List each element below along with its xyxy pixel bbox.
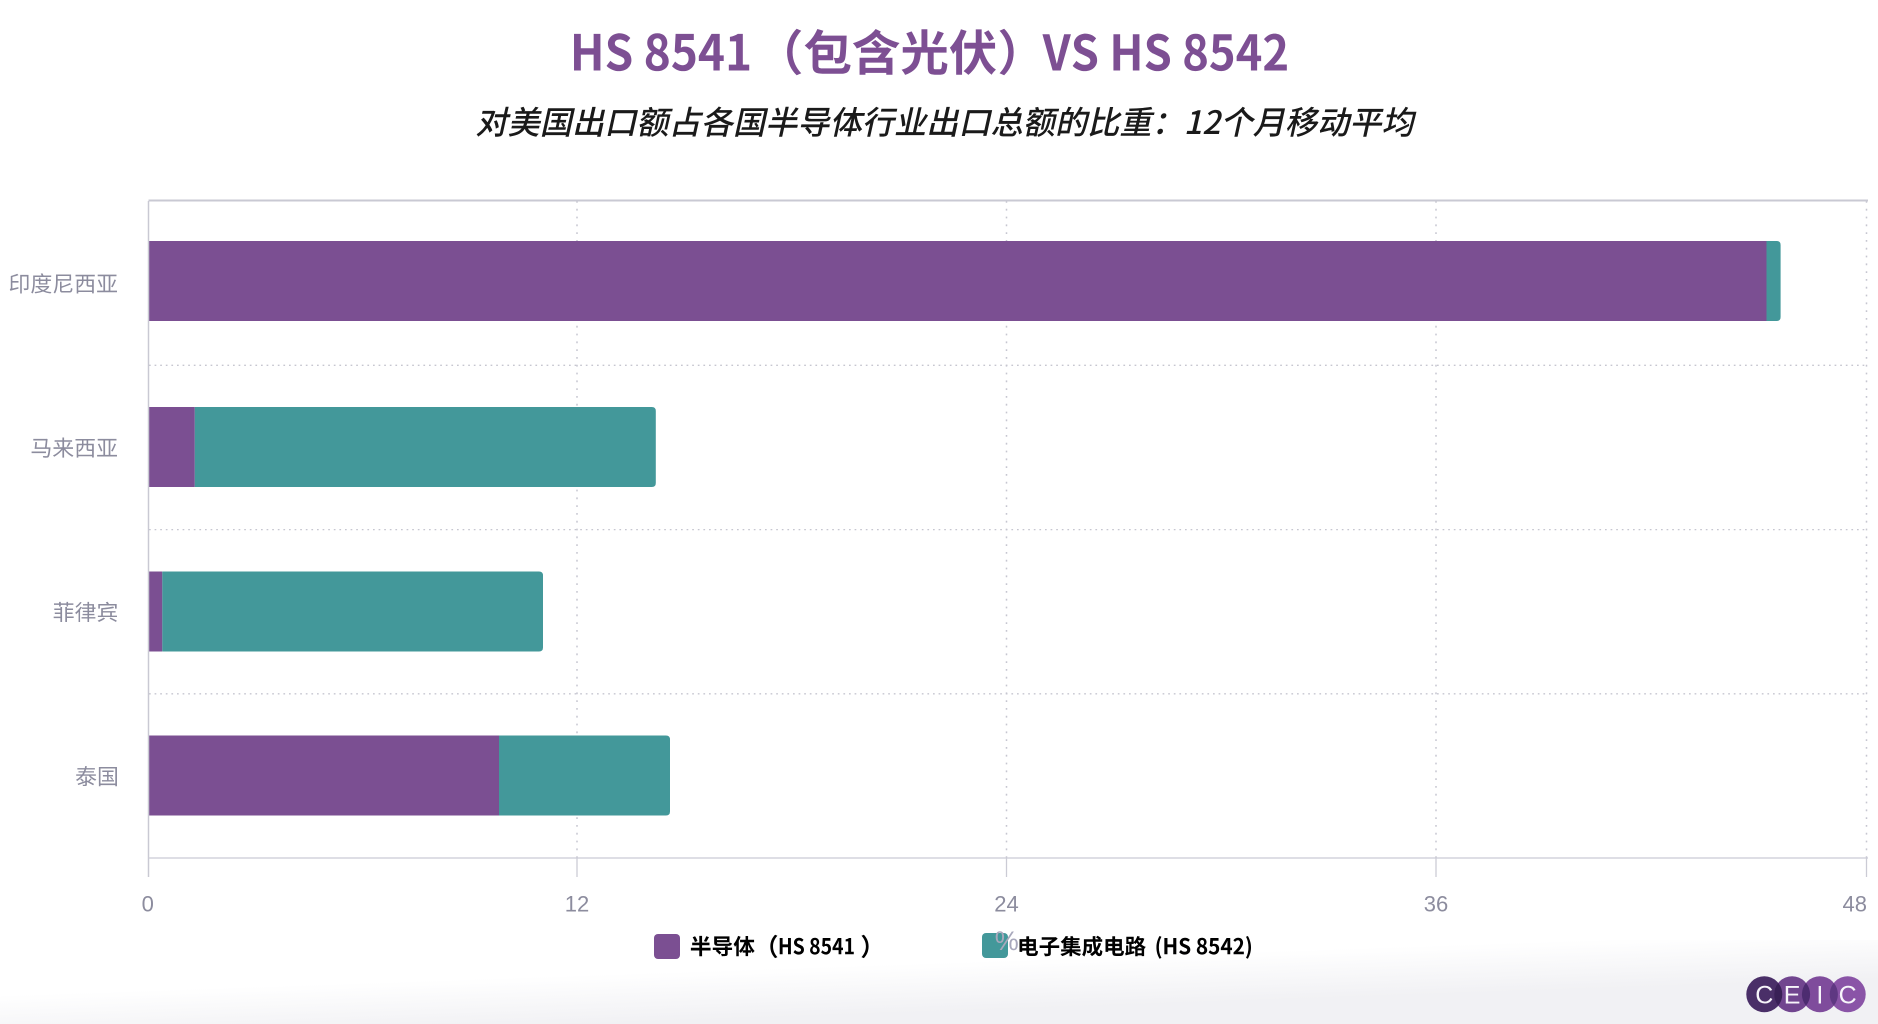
svg-text:C: C bbox=[1755, 982, 1773, 1010]
svg-text:24: 24 bbox=[994, 892, 1018, 917]
svg-text:12: 12 bbox=[565, 892, 589, 917]
svg-text:48: 48 bbox=[1843, 892, 1867, 917]
svg-text:C: C bbox=[1839, 982, 1857, 1010]
svg-text:%: % bbox=[995, 926, 1019, 956]
svg-text:36: 36 bbox=[1424, 892, 1448, 917]
svg-text:0: 0 bbox=[142, 892, 154, 917]
svg-text:E: E bbox=[1784, 982, 1801, 1010]
svg-text:I: I bbox=[1816, 982, 1823, 1010]
